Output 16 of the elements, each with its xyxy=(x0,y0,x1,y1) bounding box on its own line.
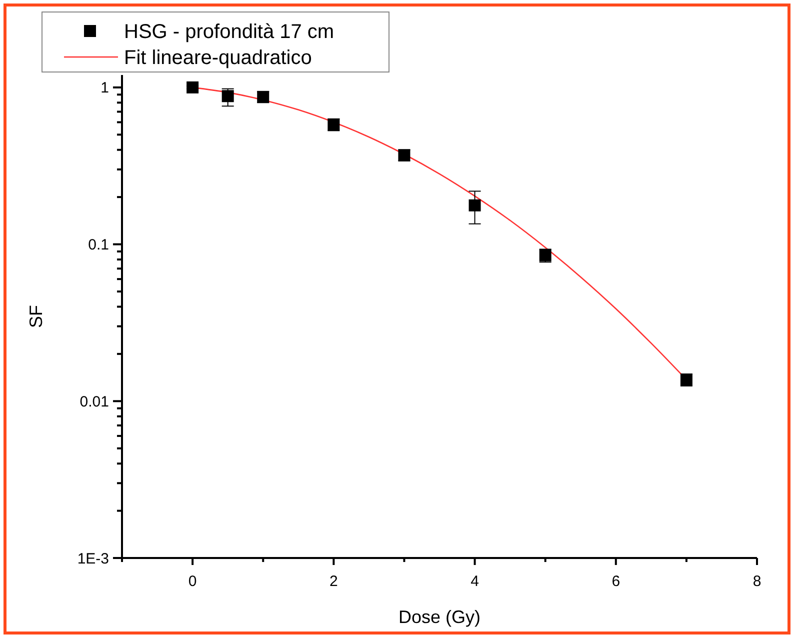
x-tick-label: 0 xyxy=(188,573,197,590)
point xyxy=(468,199,481,212)
legend-label: Fit lineare-quadratico xyxy=(124,47,312,69)
legend-label: HSG - profondità 17 cm xyxy=(124,21,334,43)
point xyxy=(186,81,199,94)
point xyxy=(222,90,234,102)
x-tick-label: 6 xyxy=(612,573,620,590)
x-axis-title: Dose (Gy) xyxy=(398,607,481,627)
x-tick-label: 4 xyxy=(470,573,479,590)
y-tick-label: 1 xyxy=(100,80,109,97)
y-tick-label: 1E-3 xyxy=(77,550,109,568)
x-tick-label: 8 xyxy=(752,573,762,590)
y-axis-title: SF xyxy=(26,304,46,328)
x-tick-label: 2 xyxy=(329,573,338,590)
y-tick-label: 0.1 xyxy=(88,236,109,254)
y-tick-label: 0.01 xyxy=(80,393,109,410)
